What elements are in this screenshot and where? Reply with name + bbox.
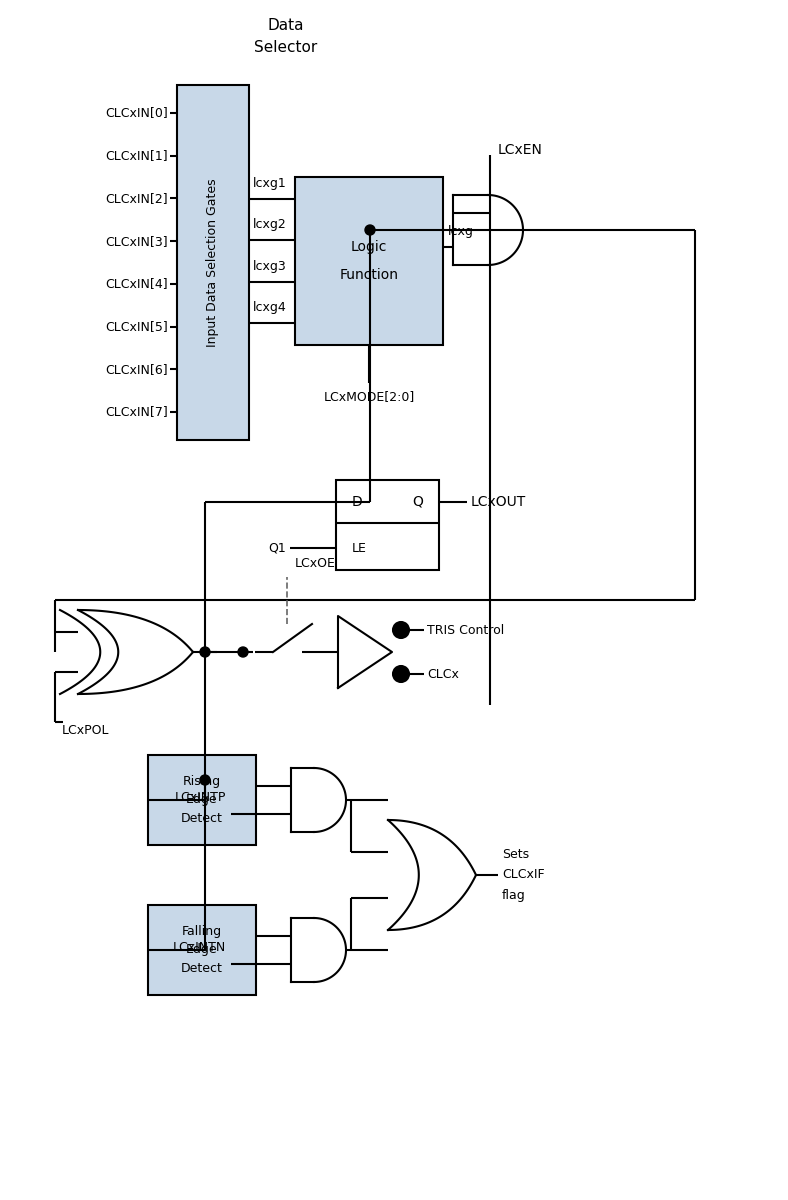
Text: CLCxIN[5]: CLCxIN[5] [106, 320, 168, 334]
Text: Edge: Edge [186, 943, 217, 956]
Text: CLCxIN[3]: CLCxIN[3] [106, 235, 168, 247]
Bar [295, 176, 443, 346]
Text: CLCxIN[7]: CLCxIN[7] [106, 406, 168, 419]
Text: CLCxIF: CLCxIF [502, 869, 545, 882]
Circle shape [393, 622, 409, 638]
Text: CLCxIN[6]: CLCxIN[6] [106, 362, 168, 376]
Text: lcxg4: lcxg4 [253, 301, 287, 314]
Text: TRIS Control: TRIS Control [427, 624, 504, 636]
Text: lcxg: lcxg [448, 226, 474, 238]
Text: Function: Function [340, 268, 399, 282]
Text: Sets: Sets [502, 848, 529, 862]
Text: Logic: Logic [351, 240, 387, 254]
Text: lcxg2: lcxg2 [253, 218, 287, 232]
Circle shape [200, 775, 210, 785]
Text: Q1: Q1 [268, 542, 286, 554]
Bar [148, 755, 256, 845]
Text: LCxINTN: LCxINTN [173, 941, 226, 954]
Text: Rising: Rising [183, 774, 221, 787]
Text: CLCxIN[0]: CLCxIN[0] [106, 107, 168, 120]
Circle shape [200, 647, 210, 658]
Text: LCxPOL: LCxPOL [62, 724, 110, 737]
Text: flag: flag [502, 888, 526, 901]
Text: Input Data Selection Gates: Input Data Selection Gates [206, 178, 220, 347]
Text: CLCxIN[2]: CLCxIN[2] [106, 192, 168, 205]
Text: LCxMODE[2:0]: LCxMODE[2:0] [323, 390, 414, 403]
Text: LE: LE [352, 542, 367, 554]
Text: D: D [352, 494, 362, 509]
Text: lcxg3: lcxg3 [253, 259, 287, 272]
Text: Selector: Selector [255, 41, 318, 55]
Text: LCxINTP: LCxINTP [175, 792, 226, 804]
Text: lcxg1: lcxg1 [253, 176, 287, 190]
Circle shape [238, 647, 248, 658]
Bar [148, 905, 256, 995]
Circle shape [365, 226, 375, 235]
Text: LCxOUT: LCxOUT [471, 494, 526, 509]
Text: LCxEN: LCxEN [498, 143, 543, 157]
Text: Detect: Detect [181, 962, 223, 976]
Text: Edge: Edge [186, 793, 217, 806]
Circle shape [393, 666, 409, 682]
Text: CLCx: CLCx [427, 667, 459, 680]
Text: Falling: Falling [182, 924, 222, 937]
Text: Detect: Detect [181, 812, 223, 826]
Bar [336, 480, 439, 570]
Text: LCxOE: LCxOE [295, 557, 336, 570]
Text: CLCxIN[1]: CLCxIN[1] [106, 149, 168, 162]
Bar [177, 85, 249, 440]
Text: Q: Q [412, 494, 423, 509]
Text: Data: Data [268, 18, 304, 32]
Text: CLCxIN[4]: CLCxIN[4] [106, 277, 168, 290]
